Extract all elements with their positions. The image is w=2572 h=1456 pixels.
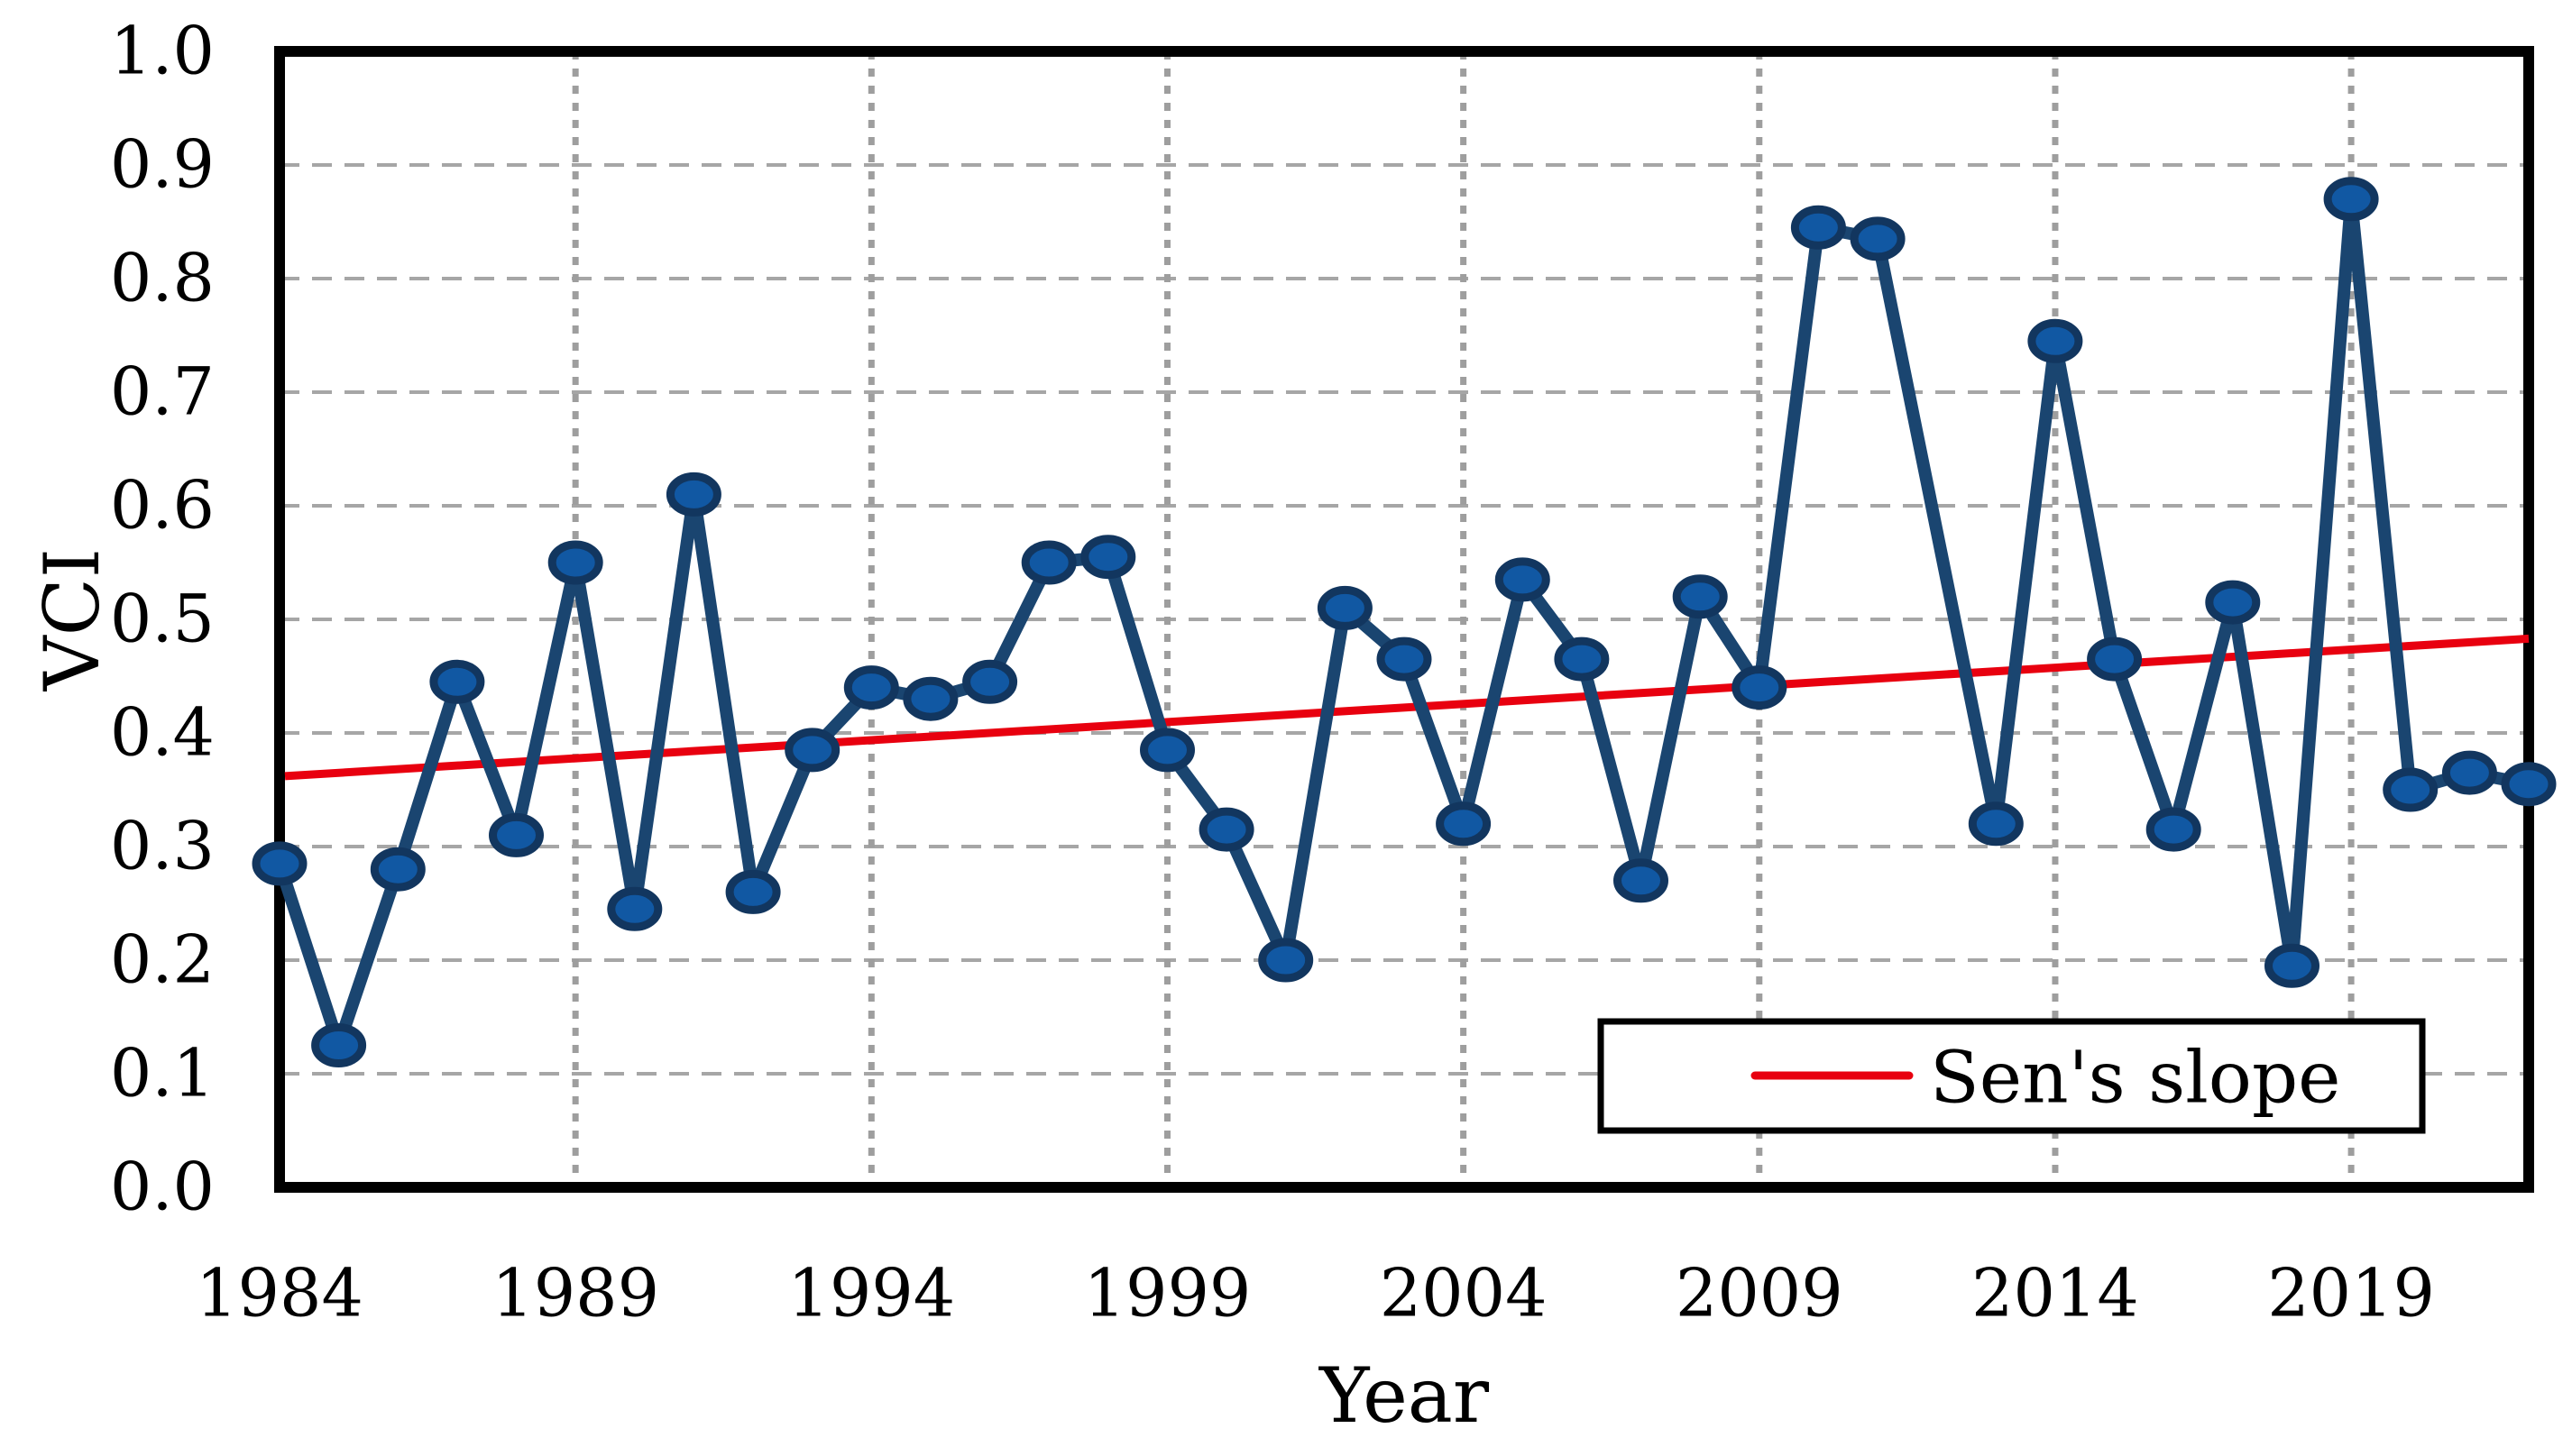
data-point — [1850, 216, 1906, 261]
data-point — [2501, 762, 2557, 807]
data-point — [1080, 535, 1136, 580]
data-point — [607, 886, 663, 931]
data-point — [962, 659, 1018, 704]
data-point — [1199, 807, 1254, 852]
y-axis-labels: 0.0 0.1 0.2 0.3 0.4 0.5 0.6 0.7 0.8 0.9 1.0 — [110, 14, 215, 1226]
data-point — [1968, 801, 2024, 847]
y-tick-label: 0.5 — [110, 581, 215, 658]
y-tick-label: 0.3 — [110, 809, 215, 885]
plot-frame — [274, 46, 2534, 1193]
legend-label: Sen's slope — [1930, 1036, 2341, 1120]
data-point — [2145, 807, 2201, 852]
x-axis-title: Year — [1318, 1351, 1490, 1440]
data-point — [1317, 585, 1373, 630]
data-point — [2027, 318, 2083, 363]
data-point — [666, 472, 721, 517]
x-axis-labels: 1984 1989 1994 1999 2004 2009 2014 2019 — [196, 1256, 2435, 1332]
x-tick-label: 1994 — [787, 1256, 955, 1332]
data-point — [725, 869, 781, 914]
data-point — [1376, 636, 1432, 682]
data-point — [1672, 574, 1728, 619]
data-point — [2323, 177, 2379, 222]
x-tick-label: 1999 — [1084, 1256, 1252, 1332]
data-point — [311, 1023, 367, 1067]
y-tick-label: 0.4 — [110, 695, 215, 772]
data-point — [1494, 557, 1550, 602]
data-point — [1021, 540, 1077, 585]
data-point — [547, 540, 603, 585]
x-tick-label: 1989 — [491, 1256, 659, 1332]
data-point — [489, 812, 544, 857]
data-point — [2205, 580, 2261, 625]
data-point — [1258, 938, 1314, 983]
x-tick-label: 2019 — [2267, 1256, 2435, 1332]
data-point — [1554, 636, 1610, 682]
x-tick-label: 2004 — [1380, 1256, 1548, 1332]
data-point — [429, 659, 485, 704]
data-point — [1790, 205, 1846, 250]
data-point — [2264, 943, 2319, 988]
vci-series-markers — [252, 177, 2557, 1067]
data-point — [1613, 858, 1668, 903]
data-point — [1140, 728, 1195, 773]
data-point — [843, 665, 899, 710]
y-tick-label: 0.9 — [110, 127, 215, 204]
data-point — [1436, 801, 1492, 847]
x-tick-label: 1984 — [196, 1256, 363, 1332]
y-tick-label: 0.6 — [110, 468, 215, 545]
legend-box — [1597, 1018, 2426, 1134]
y-tick-label: 0.0 — [110, 1149, 215, 1226]
data-point — [903, 676, 959, 721]
y-tick-label: 0.2 — [110, 922, 215, 999]
data-point — [1732, 665, 1787, 710]
vertical-gridlines — [572, 51, 2355, 1187]
y-tick-label: 0.8 — [110, 241, 215, 317]
data-point — [2383, 767, 2439, 812]
data-point — [785, 728, 840, 773]
data-point — [252, 841, 308, 886]
y-tick-label: 1.0 — [110, 14, 215, 90]
x-tick-label: 2014 — [1971, 1256, 2139, 1332]
vci-series-line — [273, 192, 2535, 1052]
legend: Sen's slope — [1597, 1018, 2426, 1134]
data-point — [2087, 636, 2143, 682]
y-axis-title: VCI — [28, 548, 116, 691]
x-tick-label: 2009 — [1676, 1256, 1843, 1332]
data-point — [2441, 750, 2497, 795]
y-tick-label: 0.1 — [110, 1036, 215, 1113]
data-point — [370, 847, 426, 892]
y-tick-label: 0.7 — [110, 354, 215, 431]
